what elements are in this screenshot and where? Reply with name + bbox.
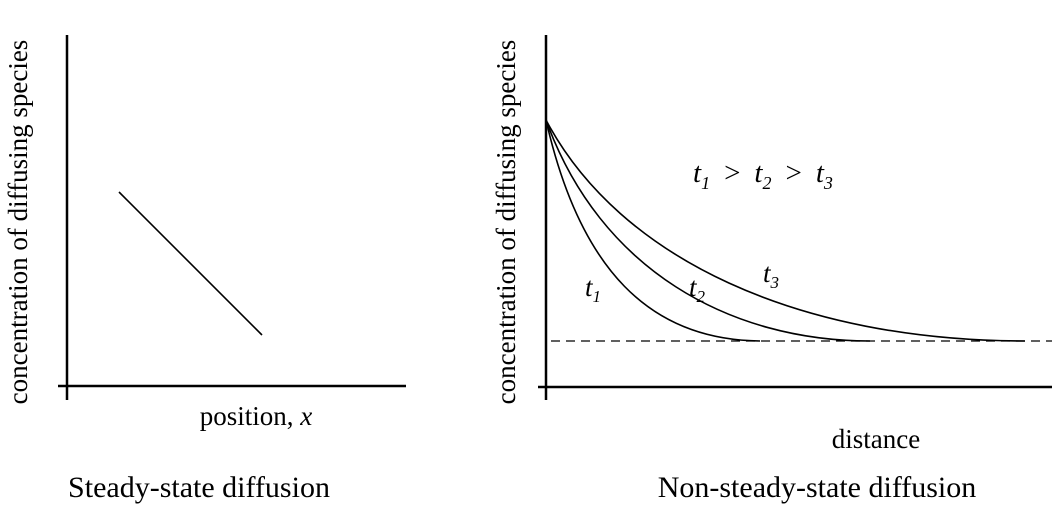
non-steady-state-panel: concentration of diffusing species t1 t2… <box>491 35 1052 504</box>
curve-t2-label-var: t <box>689 272 698 302</box>
curve-t3-label-sub: 3 <box>770 273 780 292</box>
left-x-axis-label: position, x <box>200 401 313 431</box>
steady-state-profile-line <box>118 191 263 336</box>
curve-t1 <box>545 119 761 342</box>
curve-t3-label: t3 <box>763 258 779 292</box>
right-panel-title: Non-steady-state diffusion <box>658 471 977 504</box>
curve-t1-label: t1 <box>585 272 601 306</box>
right-x-axis-label: distance <box>832 424 920 454</box>
steady-state-panel: concentration of diffusing species posit… <box>3 35 406 504</box>
relation-t2-var: t <box>754 157 763 189</box>
left-panel-title: Steady-state diffusion <box>68 471 330 504</box>
left-x-axis-label-text: position, <box>200 401 301 431</box>
curve-t2-label: t2 <box>689 272 706 306</box>
curve-t3 <box>545 119 1026 342</box>
relation-gt-1: > <box>724 157 740 189</box>
relation-t3-sub: 3 <box>823 173 833 193</box>
relation-gt-2: > <box>785 157 801 189</box>
curve-t1-label-var: t <box>585 272 594 302</box>
relation-t1-var: t <box>693 157 702 189</box>
relation-t2-sub: 2 <box>762 173 771 193</box>
relation-t3-var: t <box>816 157 825 189</box>
relation-t1-sub: 1 <box>701 173 710 193</box>
curve-t1-label-sub: 1 <box>593 287 602 306</box>
curve-t2-label-sub: 2 <box>697 287 706 306</box>
left-x-axis-label-variable: x <box>299 401 312 431</box>
left-y-axis-label: concentration of diffusing species <box>3 40 33 405</box>
right-y-axis-label: concentration of diffusing species <box>491 40 521 405</box>
curve-t3-label-var: t <box>763 258 772 288</box>
curve-t2 <box>545 119 871 342</box>
time-ordering-relation: t1 > t2 > t3 <box>693 157 833 193</box>
